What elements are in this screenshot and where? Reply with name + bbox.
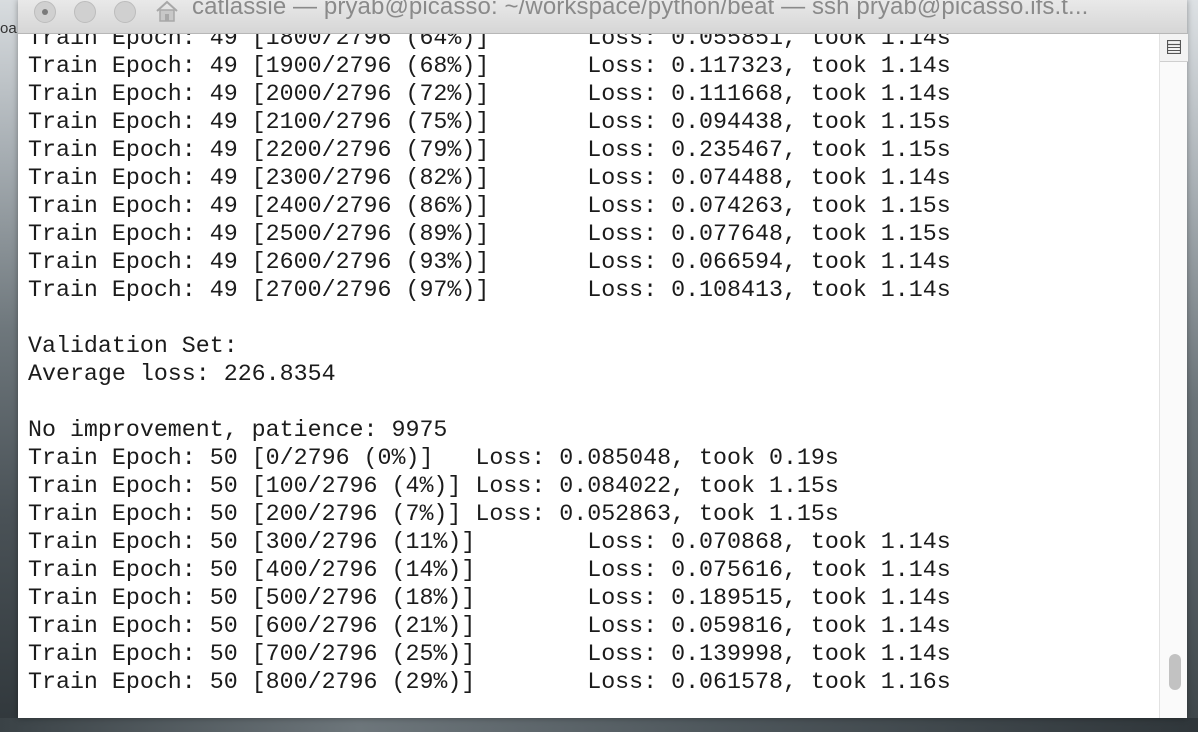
terminal-window: catlassie — pryab@picasso: ~/workspace/p… [18,0,1188,718]
terminal-line: Train Epoch: 49 [1900/2796 (68%)] Loss: … [28,53,951,79]
terminal-line: Train Epoch: 49 [2300/2796 (82%)] Loss: … [28,165,951,191]
close-button[interactable] [34,1,56,23]
scrollbar-thumb[interactable] [1169,654,1181,690]
terminal-line: Train Epoch: 49 [2700/2796 (97%)] Loss: … [28,277,951,303]
terminal-line: Validation Set: [28,333,238,359]
zoom-button[interactable] [114,1,136,23]
terminal-line: Train Epoch: 49 [2100/2796 (75%)] Loss: … [28,109,951,135]
terminal-line: Average loss: 226.8354 [28,361,336,387]
terminal-line: Train Epoch: 50 [700/2796 (25%)] Loss: 0… [28,641,951,667]
terminal-line: Train Epoch: 49 [1800/2796 (64%)] Loss: … [28,34,951,51]
vertical-scrollbar[interactable] [1159,34,1188,718]
terminal-line: Train Epoch: 50 [800/2796 (29%)] Loss: 0… [28,669,951,695]
title-bar[interactable]: catlassie — pryab@picasso: ~/workspace/p… [18,0,1187,34]
desktop-label-fragment: oa [0,20,17,37]
terminal-line: Train Epoch: 50 [200/2796 (7%)] Loss: 0.… [28,501,839,527]
terminal-line: Train Epoch: 50 [500/2796 (18%)] Loss: 0… [28,585,951,611]
terminal-line: No improvement, patience: 9975 [28,417,448,443]
terminal-line: Train Epoch: 49 [2000/2796 (72%)] Loss: … [28,81,951,107]
home-folder-icon [154,0,180,22]
terminal-line: Train Epoch: 49 [2500/2796 (89%)] Loss: … [28,221,951,247]
terminal-line: Train Epoch: 49 [2600/2796 (93%)] Loss: … [28,249,951,275]
terminal-line: Train Epoch: 50 [600/2796 (21%)] Loss: 0… [28,613,951,639]
split-pane-icon [1167,40,1181,54]
desktop-background-bottom [0,718,1198,732]
terminal-output[interactable]: Train Epoch: 49 [1800/2796 (64%)] Loss: … [18,34,1159,718]
minimize-button[interactable] [74,1,96,23]
desktop-background-left [0,0,18,732]
terminal-line: Train Epoch: 50 [100/2796 (4%)] Loss: 0.… [28,473,839,499]
terminal-line: Train Epoch: 50 [400/2796 (14%)] Loss: 0… [28,557,951,583]
terminal-line: Train Epoch: 49 [2400/2796 (86%)] Loss: … [28,193,951,219]
window-title: catlassie — pryab@picasso: ~/workspace/p… [192,0,1089,20]
terminal-line: Train Epoch: 49 [2200/2796 (79%)] Loss: … [28,137,951,163]
split-pane-button[interactable] [1160,34,1188,62]
terminal-line: Train Epoch: 50 [300/2796 (11%)] Loss: 0… [28,529,951,555]
terminal-line: Train Epoch: 50 [0/2796 (0%)] Loss: 0.08… [28,445,839,471]
desktop-background-right [1186,0,1198,732]
